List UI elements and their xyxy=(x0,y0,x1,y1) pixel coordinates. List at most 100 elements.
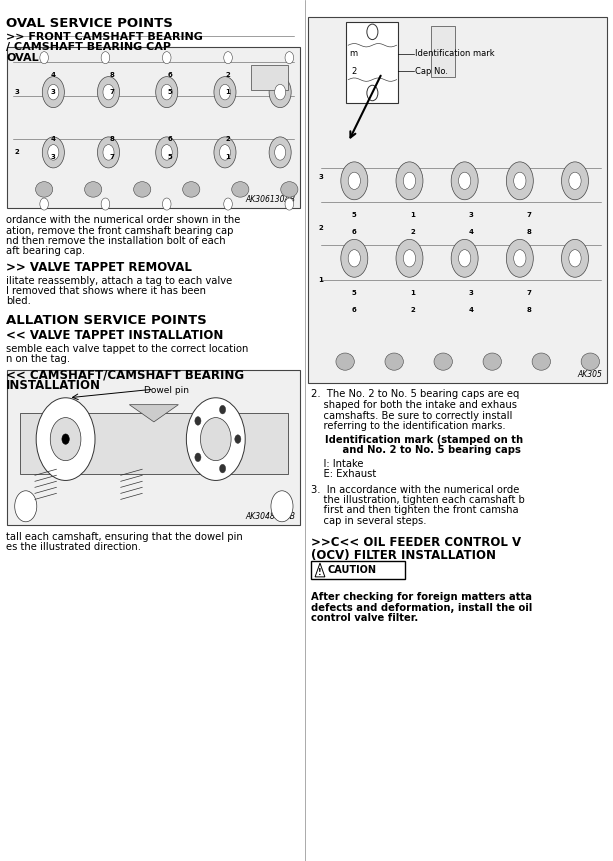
Circle shape xyxy=(219,84,230,100)
Circle shape xyxy=(219,145,230,160)
Circle shape xyxy=(195,417,201,425)
Circle shape xyxy=(506,239,533,277)
Bar xyxy=(7,370,300,525)
Text: semble each valve tappet to the correct location: semble each valve tappet to the correct … xyxy=(6,344,248,354)
Text: >> VALVE TAPPET REMOVAL: >> VALVE TAPPET REMOVAL xyxy=(6,261,192,274)
Text: 2: 2 xyxy=(226,72,230,77)
Circle shape xyxy=(562,239,588,277)
Circle shape xyxy=(396,239,423,277)
Circle shape xyxy=(459,172,471,189)
Circle shape xyxy=(562,162,588,200)
Circle shape xyxy=(200,418,231,461)
Text: 1: 1 xyxy=(226,90,230,95)
Circle shape xyxy=(101,198,110,210)
Text: 7: 7 xyxy=(109,90,114,95)
Text: 6: 6 xyxy=(167,72,172,77)
Circle shape xyxy=(224,52,232,64)
Text: CAUTION: CAUTION xyxy=(327,565,376,575)
Circle shape xyxy=(219,464,226,473)
Text: cap in several steps.: cap in several steps. xyxy=(311,516,426,526)
Text: OVAL SERVICE POINTS: OVAL SERVICE POINTS xyxy=(6,17,173,30)
Circle shape xyxy=(162,52,171,64)
Text: 5: 5 xyxy=(167,154,172,159)
Text: After checking for foreign matters atta: After checking for foreign matters atta xyxy=(311,592,532,603)
Circle shape xyxy=(451,162,478,200)
Text: 2: 2 xyxy=(226,137,230,142)
Text: bled.: bled. xyxy=(6,296,31,307)
Circle shape xyxy=(341,162,368,200)
Circle shape xyxy=(269,137,291,168)
Circle shape xyxy=(40,52,48,64)
Circle shape xyxy=(48,145,59,160)
Text: m: m xyxy=(349,49,358,59)
Circle shape xyxy=(42,77,64,108)
Text: 5: 5 xyxy=(352,213,357,218)
Text: 7: 7 xyxy=(109,154,114,159)
Text: 2: 2 xyxy=(351,66,356,76)
Text: 5: 5 xyxy=(352,290,357,295)
Circle shape xyxy=(275,145,286,160)
Bar xyxy=(364,26,388,77)
Text: INSTALLATION: INSTALLATION xyxy=(6,379,101,392)
Circle shape xyxy=(459,250,471,267)
Text: !: ! xyxy=(318,568,322,577)
Text: 4: 4 xyxy=(51,137,56,142)
Bar xyxy=(7,47,300,208)
Text: Identification mark (stamped on th: Identification mark (stamped on th xyxy=(311,435,523,445)
Text: 1: 1 xyxy=(226,154,230,159)
Text: tall each camshaft, ensuring that the dowel pin: tall each camshaft, ensuring that the do… xyxy=(6,532,243,542)
Text: control valve filter.: control valve filter. xyxy=(311,613,418,623)
Text: es the illustrated direction.: es the illustrated direction. xyxy=(6,542,141,553)
Circle shape xyxy=(162,198,171,210)
Text: ordance with the numerical order shown in the: ordance with the numerical order shown i… xyxy=(6,215,240,226)
Bar xyxy=(308,17,607,383)
Bar xyxy=(346,22,398,103)
Ellipse shape xyxy=(232,182,249,197)
Bar xyxy=(431,26,455,77)
Text: 3: 3 xyxy=(51,154,56,159)
Text: 7: 7 xyxy=(527,290,531,295)
Text: 6: 6 xyxy=(352,230,357,235)
Circle shape xyxy=(62,434,69,444)
Text: 2: 2 xyxy=(410,230,415,235)
Ellipse shape xyxy=(532,353,550,370)
Text: 1: 1 xyxy=(318,277,323,282)
Circle shape xyxy=(15,491,37,522)
Text: 6: 6 xyxy=(167,137,172,142)
Circle shape xyxy=(156,137,178,168)
Text: 2: 2 xyxy=(318,226,323,231)
Circle shape xyxy=(506,162,533,200)
Circle shape xyxy=(186,398,245,480)
Text: (OCV) FILTER INSTALLATION: (OCV) FILTER INSTALLATION xyxy=(311,549,496,562)
Text: l removed that shows where it has been: l removed that shows where it has been xyxy=(6,286,206,296)
Circle shape xyxy=(451,239,478,277)
Text: and No. 2 to No. 5 bearing caps: and No. 2 to No. 5 bearing caps xyxy=(311,445,520,455)
Text: Dowel pin: Dowel pin xyxy=(143,386,189,394)
Ellipse shape xyxy=(281,182,298,197)
Text: 6: 6 xyxy=(352,307,357,313)
Ellipse shape xyxy=(434,353,452,370)
Text: first and then tighten the front camsha: first and then tighten the front camsha xyxy=(311,505,519,516)
Circle shape xyxy=(101,52,110,64)
Text: >>C<< OIL FEEDER CONTROL V: >>C<< OIL FEEDER CONTROL V xyxy=(311,536,521,548)
Text: 2: 2 xyxy=(14,150,19,155)
Text: nd then remove the installation bolt of each: nd then remove the installation bolt of … xyxy=(6,236,226,246)
Ellipse shape xyxy=(36,182,53,197)
Ellipse shape xyxy=(385,353,403,370)
Text: 8: 8 xyxy=(527,307,531,313)
Ellipse shape xyxy=(134,182,151,197)
Text: defects and deformation, install the oil: defects and deformation, install the oil xyxy=(311,603,532,613)
Text: the illustration, tighten each camshaft b: the illustration, tighten each camshaft … xyxy=(311,495,525,505)
Ellipse shape xyxy=(336,353,354,370)
Circle shape xyxy=(285,52,294,64)
Text: aft bearing cap.: aft bearing cap. xyxy=(6,246,85,257)
Text: Identification mark: Identification mark xyxy=(415,49,495,59)
Circle shape xyxy=(50,418,81,461)
Circle shape xyxy=(348,172,360,189)
Text: 1: 1 xyxy=(410,213,415,218)
Text: shaped for both the intake and exhaus: shaped for both the intake and exhaus xyxy=(311,400,517,411)
Circle shape xyxy=(348,250,360,267)
Circle shape xyxy=(569,250,581,267)
Text: 2.  The No. 2 to No. 5 bearing caps are eq: 2. The No. 2 to No. 5 bearing caps are e… xyxy=(311,389,519,400)
Circle shape xyxy=(514,172,526,189)
